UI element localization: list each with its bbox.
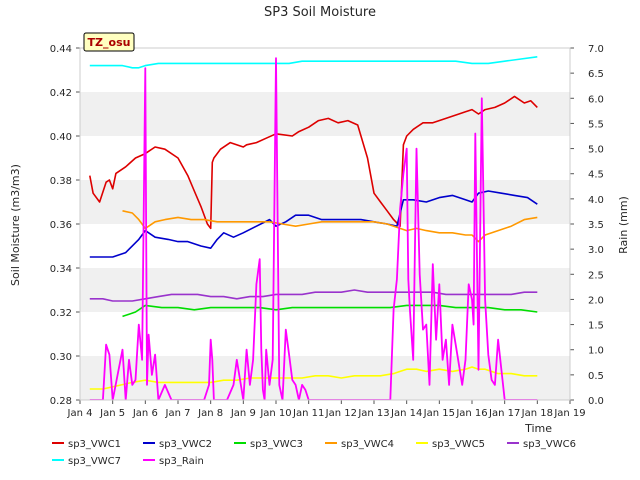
y-tick-label: 0.42 [50, 88, 72, 99]
x-tick-label: Jan 8 [197, 408, 223, 419]
y-tick-label: 0.38 [50, 176, 72, 187]
x-tick-label: Jan 17 [488, 408, 520, 419]
x-tick-label: Jan 10 [259, 408, 291, 419]
y-tick-label: 0.34 [50, 264, 72, 275]
x-tick-label: Jan 12 [325, 408, 357, 419]
y-tick-label: 0.32 [50, 308, 72, 319]
x-tick-label: Jan 6 [132, 408, 158, 419]
series-line-sp3-vwc1 [89, 95, 538, 230]
y2-tick-label: 1.0 [588, 346, 604, 357]
y2-tick-label: 7.0 [588, 44, 604, 55]
y2-tick-label: 4.5 [588, 170, 604, 181]
x-tick-label: Jan 18 [521, 408, 553, 419]
legend-label: sp3_VWC4 [341, 439, 394, 450]
y2-tick-label: 4.0 [588, 195, 604, 206]
legend-item-sp3-vwc5: sp3_VWC5 [416, 439, 485, 450]
y2-tick-label: 5.0 [588, 145, 604, 156]
legend-label: sp3_Rain [159, 456, 204, 467]
y-tick-label: 0.28 [50, 396, 72, 407]
series-line-sp3-vwc5 [89, 366, 538, 390]
x-tick-label: Jan 5 [99, 408, 125, 419]
legend-label: sp3_VWC1 [68, 439, 121, 450]
y2-tick-label: 0.5 [588, 371, 604, 382]
grid-band [80, 180, 570, 224]
y2-axis-ticks: 0.0 0.5 1.0 1.5 2.0 2.5 3.0 3.5 4.0 4.5 5.0 5.5 6.0 6… [570, 44, 604, 407]
series-line-sp3-vwc2 [89, 190, 538, 258]
chart-title: SP3 Soil Moisture [264, 5, 376, 20]
y2-axis-label: Rain (mm) [617, 196, 630, 254]
y2-tick-label: 3.5 [588, 220, 604, 231]
legend-item-sp3-vwc4: sp3_VWC4 [325, 439, 394, 450]
y2-tick-label: 2.5 [588, 270, 604, 281]
legend-item-sp3-vwc6: sp3_VWC6 [507, 439, 576, 450]
y-tick-label: 0.36 [50, 220, 72, 231]
series-line-sp3-rain [89, 57, 538, 400]
legend-item-sp3-vwc1: sp3_VWC1 [52, 439, 121, 450]
x-tick-label: Jan 16 [455, 408, 487, 419]
grid-band [80, 268, 570, 312]
grid-bands [80, 48, 570, 400]
legend-item-sp3-rain: sp3_Rain [143, 456, 204, 467]
legend-label: sp3_VWC3 [250, 439, 303, 450]
legend-item-sp3-vwc7: sp3_VWC7 [52, 456, 121, 467]
x-axis-ticks: Jan 4 Jan 5 Jan 6 Jan 7 Jan 8 Jan 9 Jan 10 Jan … [67, 400, 586, 419]
y-tick-label: 0.44 [50, 44, 72, 55]
x-tick-label: Jan 11 [292, 408, 324, 419]
series-badge: TZ_osu [83, 32, 135, 52]
y2-tick-label: 3.0 [588, 245, 604, 256]
series-line-sp3-vwc6 [89, 289, 538, 302]
x-tick-label: Jan 15 [423, 408, 455, 419]
y2-tick-label: 6.0 [588, 94, 604, 105]
y-tick-label: 0.30 [50, 352, 72, 363]
x-tick-label: Jan 4 [67, 408, 93, 419]
y2-tick-label: 0.0 [588, 396, 604, 407]
series-lines [89, 56, 538, 400]
legend: sp3_VWC1 sp3_VWC2 sp3_VWC3 sp3_VWC4 sp3_VWC5… [52, 439, 576, 467]
legend-label: sp3_VWC2 [159, 439, 212, 450]
badge-label: TZ_osu [88, 36, 131, 49]
plot-frame [79, 47, 571, 401]
legend-item-sp3-vwc2: sp3_VWC2 [143, 439, 212, 450]
y2-tick-label: 2.0 [588, 295, 604, 306]
x-axis-label: Time [524, 422, 552, 435]
y-axis-label: Soil Moisture (m3/m3) [9, 164, 22, 286]
y2-tick-label: 5.5 [588, 119, 604, 130]
x-tick-label: Jan 13 [357, 408, 389, 419]
legend-label: sp3_VWC6 [523, 439, 576, 450]
legend-label: sp3_VWC5 [432, 439, 485, 450]
legend-label: sp3_VWC7 [68, 456, 121, 467]
grid-band [80, 92, 570, 136]
y2-tick-label: 6.5 [588, 69, 604, 80]
x-tick-label: Jan 9 [230, 408, 256, 419]
x-tick-label: Jan 14 [390, 408, 422, 419]
series-line-sp3-vwc4 [122, 210, 538, 243]
x-tick-label: Jan 19 [553, 408, 585, 419]
series-line-sp3-vwc7 [89, 56, 538, 69]
series-line-sp3-vwc3 [122, 304, 538, 318]
y-tick-label: 0.40 [50, 132, 72, 143]
legend-item-sp3-vwc3: sp3_VWC3 [234, 439, 303, 450]
y-axis-ticks: 0.28 0.30 0.32 0.34 0.36 0.38 0.40 0.42 0.44 [50, 44, 80, 407]
x-tick-label: Jan 7 [165, 408, 191, 419]
y2-tick-label: 1.5 [588, 321, 604, 332]
